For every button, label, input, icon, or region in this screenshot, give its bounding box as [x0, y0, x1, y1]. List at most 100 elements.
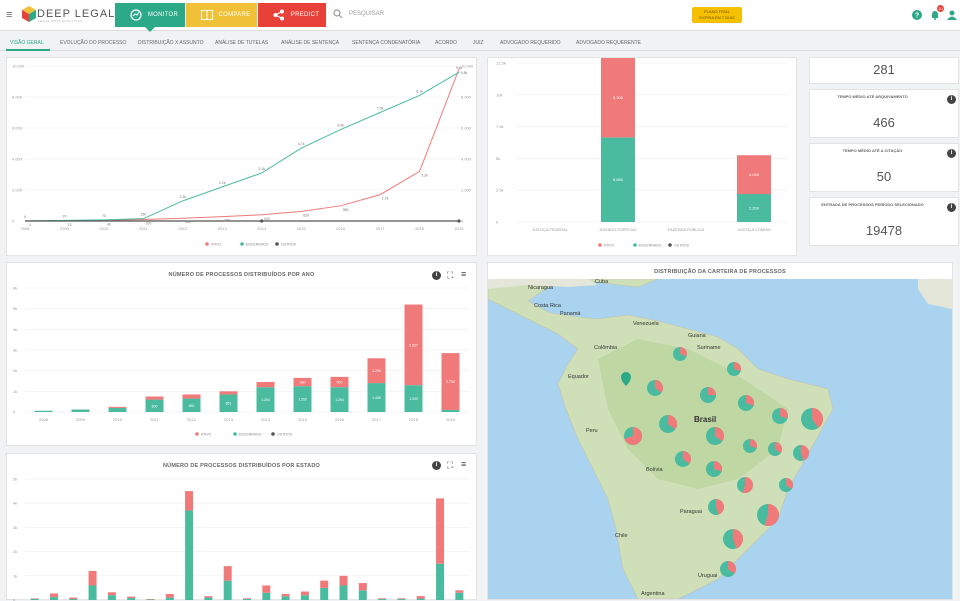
bar-encerrado	[89, 585, 97, 600]
y-tick-label: 0	[13, 598, 16, 601]
bar-encerrado	[455, 593, 463, 600]
data-label-ativo: 400	[264, 217, 270, 221]
bar-value-label: 430	[300, 381, 306, 385]
data-label-encerrado: 8.1k	[416, 89, 423, 93]
fullscreen-icon[interactable]: ⛶	[447, 460, 453, 471]
info-icon[interactable]: i	[432, 271, 441, 280]
x-tick-label: 2010	[113, 417, 123, 422]
user-icon[interactable]	[947, 10, 957, 20]
y-tick-label: 5k	[13, 477, 17, 482]
data-label-encerrado: 9	[24, 215, 26, 219]
data-label-ativo: 1.7k	[382, 197, 389, 201]
data-label-ativo: 980	[343, 208, 349, 212]
predict-button[interactable]: PREDICT	[258, 3, 326, 27]
x-tick-label: 2018	[409, 417, 419, 422]
y-tick-label-right: 2.000	[461, 188, 472, 193]
notification-badge: 10	[937, 5, 944, 12]
bar-value-label: 6.300	[613, 95, 624, 100]
bar-ativo	[183, 394, 201, 398]
trial-plan-badge[interactable]: PLANO TRIAL EXPIRA EM 7 DIAS	[692, 7, 742, 23]
year-chart-title: NÚMERO DE PROCESSOS DISTRIBUÍDOS POR ANO	[7, 272, 476, 278]
x-tick-label: JUSTIÇA COMUM	[737, 227, 770, 232]
legend-marker	[195, 432, 199, 436]
tab-juiz[interactable]: JUIZ	[473, 40, 484, 46]
data-label-ativo: 40	[107, 222, 111, 226]
legend-label: ATIVO	[604, 244, 615, 248]
tab-distribuicao-assunto[interactable]: DISTRIBUIÇÃO X ASSUNTO	[138, 40, 203, 46]
y-tick-label: 3k	[13, 348, 17, 353]
bar-ativo	[204, 596, 212, 597]
data-label-ativo: 3.2k	[421, 173, 428, 177]
map-label: Costa Rica	[534, 303, 562, 309]
bar-ativo	[301, 592, 309, 596]
active-nav-caret	[145, 27, 155, 32]
tab-evolucao-processo[interactable]: EVOLUÇÃO DO PROCESSO	[60, 40, 126, 46]
logo-cube-icon	[22, 6, 36, 22]
plan-expiry: EXPIRA EM 7 DIAS	[692, 15, 742, 21]
data-label-ativo: 620	[303, 213, 309, 217]
tab-visao-geral[interactable]: VISÃO GERAL	[10, 40, 44, 46]
y-tick-label: 0	[496, 220, 499, 225]
year-bar-card: NÚMERO DE PROCESSOS DISTRIBUÍDOS POR ANO…	[6, 262, 477, 446]
map-label: Peru	[586, 428, 598, 434]
bar-value-label: 500	[337, 381, 343, 385]
stat-card-1: 281	[809, 57, 959, 84]
info-icon[interactable]: i	[947, 149, 956, 158]
bar-ativo	[262, 585, 270, 592]
bar-value-label: 6.650	[613, 177, 624, 182]
data-label-encerrado: 1.3k	[180, 195, 187, 199]
y-tick-label: 0	[12, 219, 15, 224]
x-tick-label: 2018	[415, 226, 425, 231]
compare-button[interactable]: COMPARE	[186, 3, 257, 27]
legend-marker	[668, 243, 672, 247]
x-tick-label: 2016	[335, 417, 345, 422]
y-tick-label-right: 4.000	[461, 157, 472, 162]
y-tick-label: 0	[13, 410, 16, 415]
x-tick-label: 2017	[376, 226, 386, 231]
map-label: Colômbia	[594, 345, 618, 351]
y-tick-label: 2k	[13, 368, 17, 373]
tab-analise-tutelas[interactable]: ANÁLISE DE TUTELAS	[215, 40, 268, 46]
legend-marker	[233, 432, 237, 436]
tab-analise-sentenca[interactable]: ANÁLISE DE SENTENÇA	[281, 40, 339, 46]
series-point-outros	[457, 219, 460, 222]
monitor-button[interactable]: MONITOR	[115, 3, 185, 27]
bar-value-label: 2.200	[749, 206, 760, 211]
bar-ativo	[185, 491, 193, 510]
x-tick-label: FAZENDA PÚBLICA	[668, 227, 705, 232]
y-tick-label: 8.000	[12, 95, 23, 100]
tab-sentenca-condenatoria[interactable]: SENTENÇA CONDENATÓRIA	[352, 40, 420, 46]
x-tick-label: 2009	[76, 417, 86, 422]
search-input[interactable]: PESQUISAR	[349, 11, 384, 17]
stat-card-4: ENTRADA DE PROCESSOS PERÍODO SELECIONADO…	[809, 197, 959, 246]
menu-icon[interactable]: ≡	[461, 459, 466, 469]
tab-acordo[interactable]: ACORDO	[435, 40, 457, 46]
y-tick-label-right: 8.000	[461, 95, 472, 100]
hamburger-icon[interactable]: ≡	[6, 9, 12, 21]
menu-icon[interactable]: ≡	[461, 269, 466, 279]
legend-label: OUTROS	[277, 433, 293, 437]
tab-advogado-requerido[interactable]: ADVOGADO REQUERIDO	[500, 40, 561, 46]
map-label: Brasil	[694, 415, 716, 424]
fullscreen-icon[interactable]: ⛶	[447, 270, 453, 281]
bar-value-label: 650	[189, 404, 195, 408]
tab-advogado-requerente[interactable]: ADVOGADO REQUERENTE	[576, 40, 641, 46]
info-icon[interactable]: i	[947, 203, 956, 212]
bar-ativo	[320, 581, 328, 588]
help-icon[interactable]: ?	[912, 10, 922, 20]
info-icon[interactable]: i	[947, 95, 956, 104]
bar-ativo	[397, 598, 405, 599]
search-icon[interactable]	[333, 9, 343, 19]
info-icon[interactable]: i	[432, 461, 441, 470]
stat-value-1: 281	[810, 62, 958, 77]
bar-ativo	[436, 498, 444, 563]
stat-label-4: ENTRADA DE PROCESSOS PERÍODO SELECIONADO	[810, 202, 935, 207]
